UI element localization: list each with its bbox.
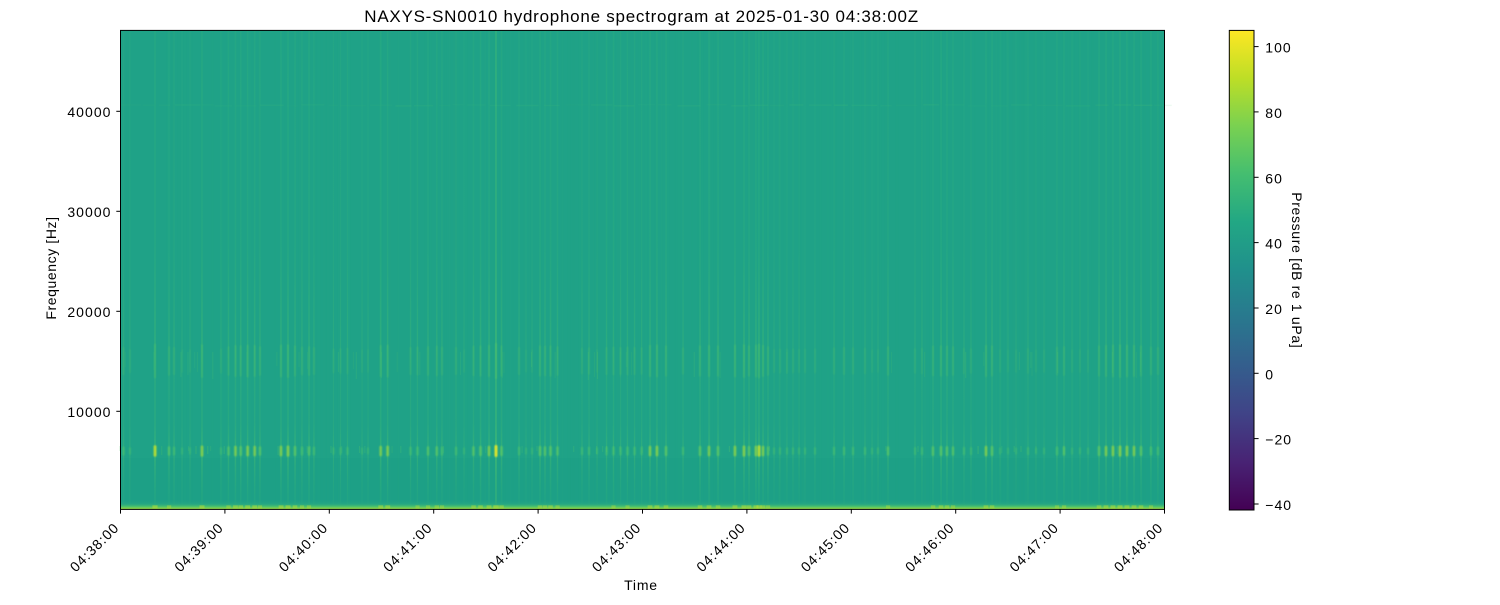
svg-text:30000: 30000: [67, 204, 111, 220]
svg-text:40: 40: [1265, 236, 1283, 252]
svg-text:100: 100: [1265, 40, 1291, 56]
svg-text:20: 20: [1265, 301, 1283, 317]
svg-text:−20: −20: [1265, 432, 1292, 448]
svg-text:10000: 10000: [67, 404, 111, 420]
svg-text:Time: Time: [624, 577, 658, 593]
svg-text:Frequency [Hz]: Frequency [Hz]: [43, 216, 59, 319]
svg-text:20000: 20000: [67, 304, 111, 320]
svg-text:80: 80: [1265, 105, 1283, 121]
svg-text:0: 0: [1265, 366, 1274, 382]
svg-text:40000: 40000: [67, 104, 111, 120]
svg-text:−40: −40: [1265, 497, 1292, 513]
svg-text:NAXYS-SN0010 hydrophone spectr: NAXYS-SN0010 hydrophone spectrogram at 2…: [364, 7, 919, 26]
svg-text:60: 60: [1265, 170, 1283, 186]
svg-text:Pressure [dB re 1 uPa]: Pressure [dB re 1 uPa]: [1289, 192, 1305, 348]
